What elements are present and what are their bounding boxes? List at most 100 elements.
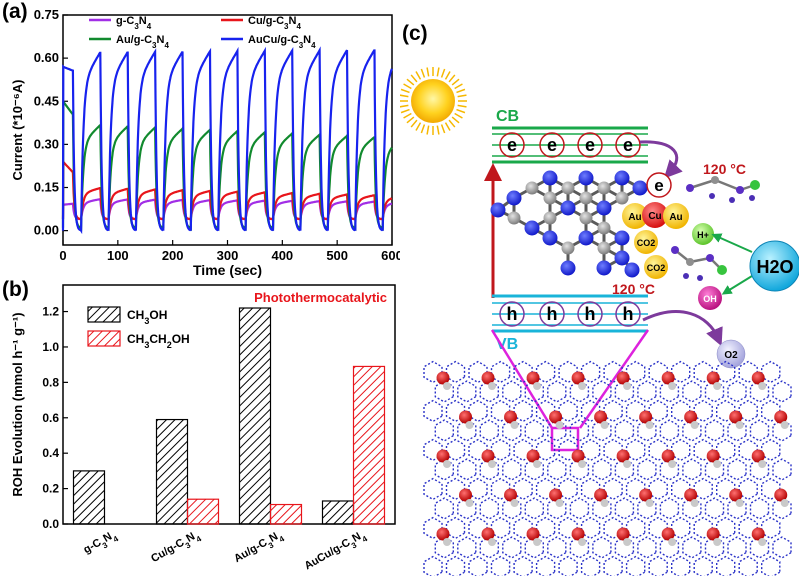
roh-evolution-chart: 0.0 0.2 0.4 0.6 0.8 1.0 1.2 ROH Evolution (mmol… xyxy=(10,284,396,575)
bar-ch3ch2oh-2 xyxy=(269,503,303,525)
electron-circle: e xyxy=(646,172,672,198)
electron-symbol: e xyxy=(623,135,633,155)
legend-label: AuCu/g-C3N4 xyxy=(248,34,316,50)
category-label: Au/g-C3N4 xyxy=(232,528,286,568)
hole-symbol: h xyxy=(623,304,634,324)
y-tick-label: 0.45 xyxy=(34,93,59,108)
y-tick-label: 0.15 xyxy=(34,180,59,195)
mechanism-diagram: CB e e e e VB h h h h e 120 °C 120 °C Au Cu Au… xyxy=(400,67,799,576)
series-line-cu-g-c3n4 xyxy=(61,161,393,221)
hole-0 xyxy=(499,301,525,327)
temperature-label-top: 120 °C xyxy=(703,161,746,177)
x-tick-label: 0 xyxy=(59,248,66,263)
bar-ch3oh-0 xyxy=(72,470,106,525)
panel-c-label: (c) xyxy=(402,22,428,45)
water-molecule: H2O xyxy=(711,233,799,295)
x-tick-label: 100 xyxy=(107,248,129,263)
legend-swatch xyxy=(87,306,121,323)
y-tick-label: 0.00 xyxy=(34,223,59,238)
x-tick-label: 600 xyxy=(381,248,400,263)
product-molecules xyxy=(671,176,760,281)
y-tick-label: 0.2 xyxy=(42,482,59,496)
hole-symbol: h xyxy=(585,304,596,324)
y-tick-label: 1.2 xyxy=(42,305,59,319)
panel-a-label: (a) xyxy=(2,0,28,23)
electron-0 xyxy=(499,132,525,158)
bar-ch3oh-2 xyxy=(238,307,272,525)
y-tick-label: 0.0 xyxy=(42,517,59,531)
electron-3 xyxy=(615,132,641,158)
co2-molecule-2: CO2 xyxy=(644,255,668,279)
hole-1 xyxy=(539,301,565,327)
category-label: Cu/g-C3N4 xyxy=(149,528,203,568)
proton-ball: H+ xyxy=(692,223,714,245)
chart-title: Photothermocatalytic xyxy=(254,290,387,305)
au-label-right: Au xyxy=(669,212,682,223)
x-tick-label: 300 xyxy=(217,248,239,263)
y-axis-label: Current (*10⁻⁶A) xyxy=(10,80,25,181)
bar-ch3ch2oh-3 xyxy=(352,365,386,525)
hole-symbol: h xyxy=(547,304,558,324)
electron-transfer-arrow xyxy=(639,140,683,179)
y-tick-label: 0.4 xyxy=(42,446,59,460)
hole-symbol: h xyxy=(507,304,518,324)
y-axis-label: ROH Evolution (mmol h⁻¹ g⁻¹) xyxy=(10,312,25,496)
bar-ch3oh-3 xyxy=(321,500,355,525)
y-tick-label: 1.0 xyxy=(42,340,59,354)
hole-3 xyxy=(615,301,641,327)
y-tick-label: 0.6 xyxy=(42,411,59,425)
bar-ch3ch2oh-1 xyxy=(186,498,220,525)
svg-text:H+: H+ xyxy=(697,230,709,240)
svg-text:e: e xyxy=(654,176,663,195)
electron-symbol: e xyxy=(507,135,517,155)
legend-label: CH3OH xyxy=(127,308,167,326)
electron-2 xyxy=(577,132,603,158)
legend-label: Au/g-C3N4 xyxy=(116,34,169,50)
series-line-g-c3n4 xyxy=(61,198,393,221)
valence-band: VB h h h h xyxy=(492,294,648,353)
x-axis-label: Time (sec) xyxy=(193,262,262,278)
legend-label: g-C3N4 xyxy=(116,15,152,31)
series-line-au-g-c3n4 xyxy=(61,100,393,232)
y-tick-label: 0.30 xyxy=(34,136,59,151)
hole-2 xyxy=(577,301,603,327)
category-label: g-C3N4 xyxy=(82,528,121,559)
au-label-left: Au xyxy=(628,212,641,223)
svg-text:CO2: CO2 xyxy=(647,263,666,273)
conduction-band: CB e e e e xyxy=(492,108,648,164)
hole-transfer-arrow xyxy=(642,310,723,347)
sun-icon xyxy=(400,67,467,135)
bar-ch3oh-1 xyxy=(155,418,189,525)
cb-label: CB xyxy=(496,108,519,125)
panel-b-label: (b) xyxy=(2,278,29,301)
vb-label: VB xyxy=(496,336,518,353)
hydroxyl-ball: OH xyxy=(698,286,722,310)
metal-cluster: Au Cu Au xyxy=(622,202,689,229)
plot-frame xyxy=(62,284,396,525)
cn-lattice xyxy=(423,360,792,576)
x-tick-label: 500 xyxy=(326,248,348,263)
electron-1 xyxy=(539,132,565,158)
zoom-indicator xyxy=(490,329,650,452)
svg-text:O2: O2 xyxy=(724,350,738,361)
h2o-label: H2O xyxy=(756,257,793,277)
y-tick-label: 0.8 xyxy=(42,375,59,389)
electron-symbol: e xyxy=(547,135,557,155)
electron-symbol: e xyxy=(585,135,595,155)
y-tick-label: 0.60 xyxy=(34,50,59,65)
y-tick-label: 0.75 xyxy=(34,7,59,22)
series-line-aucu-g-c3n4 xyxy=(61,46,393,235)
cu-label: Cu xyxy=(648,211,661,222)
co2-molecule-1: CO2 xyxy=(634,230,658,254)
svg-text:OH: OH xyxy=(703,294,717,304)
plot-frame xyxy=(62,14,393,246)
legend-label: Cu/g-C3N4 xyxy=(248,15,301,31)
oxygen-ball: O2 xyxy=(716,339,746,369)
temperature-label-bottom: 120 °C xyxy=(612,281,655,297)
x-tick-label: 400 xyxy=(271,248,293,263)
x-tick-label: 200 xyxy=(162,248,184,263)
legend-swatch xyxy=(87,330,121,347)
legend-label: CH3CH2OH xyxy=(127,332,190,350)
svg-text:CO2: CO2 xyxy=(637,238,656,248)
category-label: AuCu/g-C3N4 xyxy=(302,528,369,575)
